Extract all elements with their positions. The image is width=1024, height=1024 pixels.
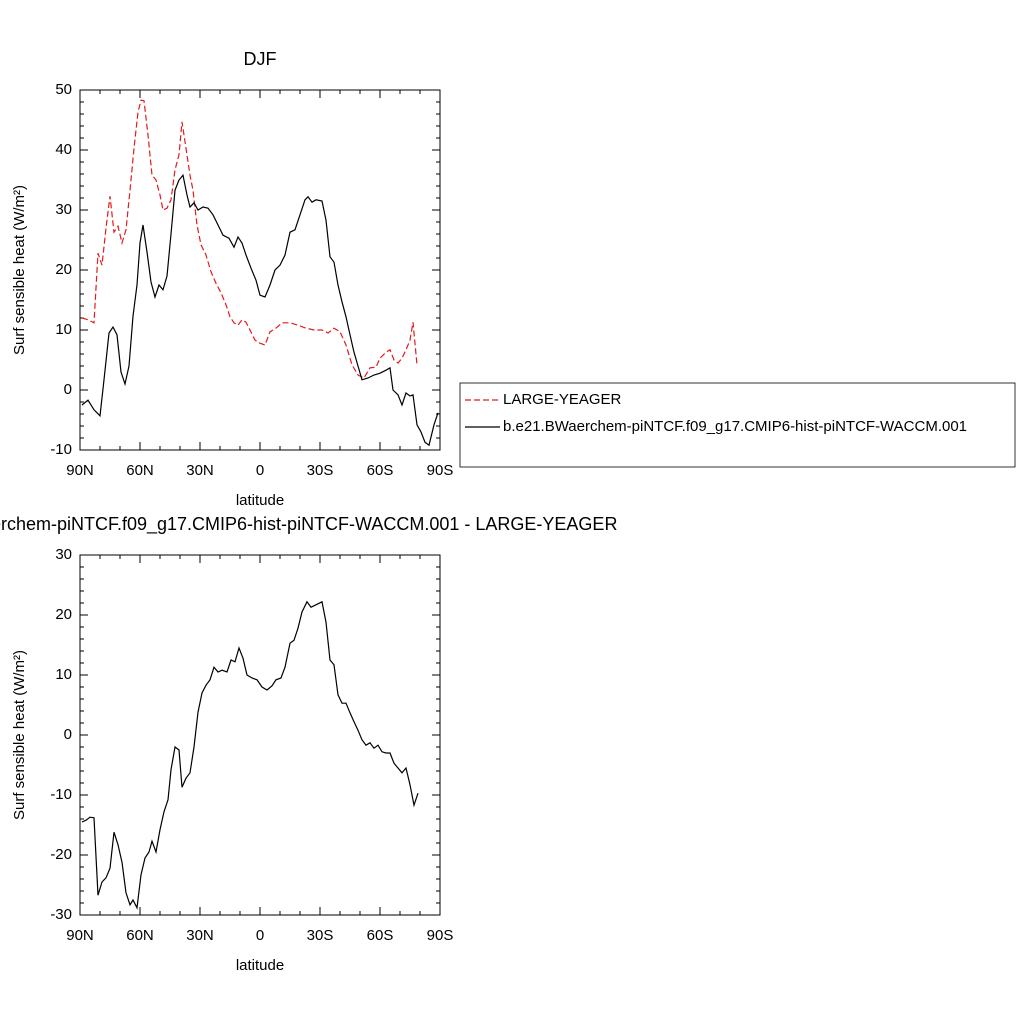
y-tick-label: -30 [50,906,72,923]
x-tick-label: 90N [66,462,94,479]
legend-label: b.e21.BWaerchem-piNTCF.f09_g17.CMIP6-his… [503,418,967,435]
y-tick-label: 20 [55,261,72,278]
x-tick-label: 90S [427,462,454,479]
plot-frame [79,89,441,451]
data-line [81,99,418,379]
y-tick-label: 10 [55,321,72,338]
x-tick-label: 60S [367,927,394,944]
y-tick-label: -10 [50,786,72,803]
legend-box [459,382,1016,468]
data-line [81,173,439,447]
y-axis-label: Surf sensible heat (W/m²) [11,650,28,820]
x-tick-label: 0 [256,927,264,944]
y-tick-label: 30 [55,201,72,218]
y-tick-label: 50 [55,81,72,98]
y-tick-label: 20 [55,606,72,623]
chart-title: DJF [244,49,277,69]
x-tick-label: 90S [427,927,454,944]
y-tick-label: 30 [55,546,72,563]
chart-title: b.e21.BWaerchem-piNTCF.f09_g17.CMIP6-his… [0,514,617,535]
x-axis-label: latitude [236,957,284,974]
x-tick-label: 0 [256,462,264,479]
y-tick-label: 40 [55,141,72,158]
x-tick-label: 30S [307,927,334,944]
x-tick-label: 90N [66,927,94,944]
x-tick-label: 30N [186,462,214,479]
x-tick-label: 60N [126,462,154,479]
y-tick-label: -20 [50,846,72,863]
x-tick-label: 60S [367,462,394,479]
y-tick-label: 0 [64,726,72,743]
plot-frame [79,554,441,916]
y-axis-label: Surf sensible heat (W/m²) [11,185,28,355]
x-tick-label: 30N [186,927,214,944]
legend-label: LARGE-YEAGER [503,391,622,408]
data-line [81,600,419,910]
y-tick-label: -10 [50,441,72,458]
y-tick-label: 0 [64,381,72,398]
y-tick-label: 10 [55,666,72,683]
x-axis-label: latitude [236,492,284,509]
x-tick-label: 30S [307,462,334,479]
x-tick-label: 60N [126,927,154,944]
